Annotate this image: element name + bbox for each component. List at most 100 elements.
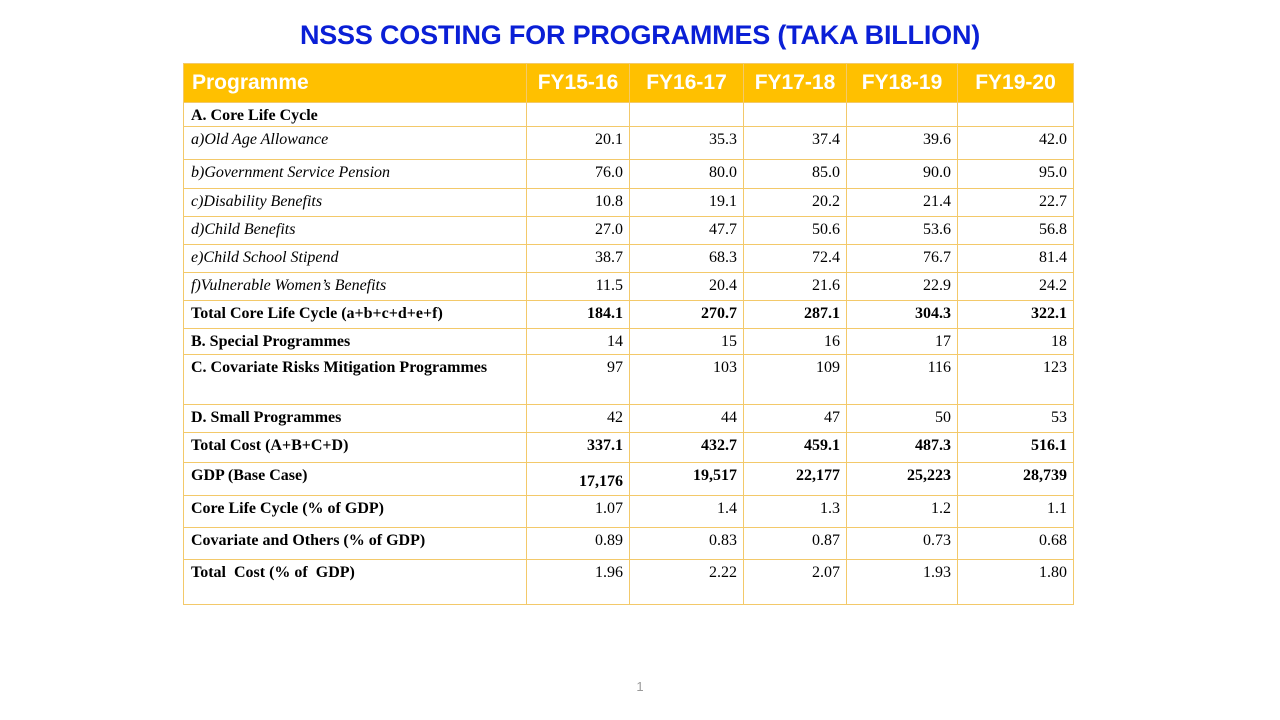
cell-value: 22.9 (846, 272, 958, 301)
cell-value: 81.4 (957, 244, 1074, 273)
row-label: Core Life Cycle (% of GDP) (183, 495, 527, 528)
cell-value: 14 (526, 328, 630, 355)
cell-value: 97 (526, 354, 630, 405)
cell-value: 28,739 (957, 462, 1074, 496)
table-header-row: Programme FY15-16 FY16-17 FY17-18 FY18-1… (183, 63, 1074, 103)
cell-value: 1.1 (957, 495, 1074, 528)
table-row: f)Vulnerable Women’s Benefits 11.5 20.4 … (183, 272, 1074, 301)
cell-value (846, 102, 958, 127)
cell-value: 0.87 (743, 527, 847, 560)
row-label: a)Old Age Allowance (183, 126, 527, 160)
cell-value: 37.4 (743, 126, 847, 160)
cell-value: 25,223 (846, 462, 958, 496)
table-row: d)Child Benefits 27.0 47.7 50.6 53.6 56.… (183, 216, 1074, 245)
cell-value: 19,517 (629, 462, 744, 496)
cell-value: 1.2 (846, 495, 958, 528)
cell-value: 42 (526, 404, 630, 433)
row-label: Total Cost (% of GDP) (183, 559, 527, 605)
row-label: c)Disability Benefits (183, 188, 527, 217)
cell-value: 42.0 (957, 126, 1074, 160)
cell-value: 337.1 (526, 432, 630, 463)
cell-value: 1.4 (629, 495, 744, 528)
cell-value: 80.0 (629, 159, 744, 189)
table-row: D. Small Programmes 42 44 47 50 53 (183, 404, 1074, 433)
cell-value: 0.89 (526, 527, 630, 560)
row-label: Covariate and Others (% of GDP) (183, 527, 527, 560)
row-label: D. Small Programmes (183, 404, 527, 433)
row-label: B. Special Programmes (183, 328, 527, 355)
row-label: GDP (Base Case) (183, 462, 527, 496)
table-row: C. Covariate Risks Mitigation Programmes… (183, 354, 1074, 405)
cell-value: 53 (957, 404, 1074, 433)
cell-value: 20.4 (629, 272, 744, 301)
table-row: e)Child School Stipend 38.7 68.3 72.4 76… (183, 244, 1074, 273)
cell-value (743, 102, 847, 127)
cell-value: 2.22 (629, 559, 744, 605)
cell-value: 116 (846, 354, 958, 405)
costing-table: Programme FY15-16 FY16-17 FY17-18 FY18-1… (183, 63, 1074, 605)
cell-value (629, 102, 744, 127)
cell-value: 18 (957, 328, 1074, 355)
cell-value: 35.3 (629, 126, 744, 160)
table-row: GDP (Base Case) 17,176 19,517 22,177 25,… (183, 462, 1074, 496)
cell-value: 50 (846, 404, 958, 433)
table-row: B. Special Programmes 14 15 16 17 18 (183, 328, 1074, 355)
table-row: Core Life Cycle (% of GDP) 1.07 1.4 1.3 … (183, 495, 1074, 528)
table-row: A. Core Life Cycle (183, 102, 1074, 127)
row-label: d)Child Benefits (183, 216, 527, 245)
row-label: Total Cost (A+B+C+D) (183, 432, 527, 463)
cell-value: 15 (629, 328, 744, 355)
cell-value: 68.3 (629, 244, 744, 273)
cell-value: 47 (743, 404, 847, 433)
row-label: b)Government Service Pension (183, 159, 527, 189)
cell-value: 21.4 (846, 188, 958, 217)
cell-value: 24.2 (957, 272, 1074, 301)
cell-value: 20.1 (526, 126, 630, 160)
cell-value (526, 102, 630, 127)
table-row: b)Government Service Pension 76.0 80.0 8… (183, 159, 1074, 189)
cell-value: 432.7 (629, 432, 744, 463)
header-fy17-18: FY17-18 (743, 63, 847, 103)
cell-value: 516.1 (957, 432, 1074, 463)
header-programme: Programme (183, 63, 527, 103)
slide-title: NSSS COSTING FOR PROGRAMMES (TAKA BILLIO… (299, 20, 981, 50)
cell-value: 17,176 (526, 462, 630, 496)
cell-value: 304.3 (846, 300, 958, 329)
cell-value: 47.7 (629, 216, 744, 245)
cell-value: 27.0 (526, 216, 630, 245)
cell-value: 459.1 (743, 432, 847, 463)
cell-value: 20.2 (743, 188, 847, 217)
header-fy19-20: FY19-20 (957, 63, 1074, 103)
cell-value: 19.1 (629, 188, 744, 217)
cell-value: 95.0 (957, 159, 1074, 189)
cell-value: 1.80 (957, 559, 1074, 605)
row-label: f)Vulnerable Women’s Benefits (183, 272, 527, 301)
table-row: c)Disability Benefits 10.8 19.1 20.2 21.… (183, 188, 1074, 217)
cell-value: 1.07 (526, 495, 630, 528)
row-label: Total Core Life Cycle (a+b+c+d+e+f) (183, 300, 527, 329)
cell-value: 17 (846, 328, 958, 355)
cell-value: 56.8 (957, 216, 1074, 245)
cell-value: 50.6 (743, 216, 847, 245)
cell-value: 16 (743, 328, 847, 355)
cell-value: 0.73 (846, 527, 958, 560)
cell-value: 184.1 (526, 300, 630, 329)
row-label: e)Child School Stipend (183, 244, 527, 273)
cell-value (957, 102, 1074, 127)
cell-value: 123 (957, 354, 1074, 405)
cell-value: 21.6 (743, 272, 847, 301)
table-row: Total Cost (% of GDP) 1.96 2.22 2.07 1.9… (183, 559, 1074, 605)
cell-value: 39.6 (846, 126, 958, 160)
cell-value: 11.5 (526, 272, 630, 301)
cell-value: 0.68 (957, 527, 1074, 560)
table-row: Total Cost (A+B+C+D) 337.1 432.7 459.1 4… (183, 432, 1074, 463)
cell-value: 0.83 (629, 527, 744, 560)
cell-value: 38.7 (526, 244, 630, 273)
cell-value: 1.3 (743, 495, 847, 528)
cell-value: 103 (629, 354, 744, 405)
cell-value: 76.0 (526, 159, 630, 189)
cell-value: 487.3 (846, 432, 958, 463)
cell-value: 270.7 (629, 300, 744, 329)
header-fy15-16: FY15-16 (526, 63, 630, 103)
cell-value: 90.0 (846, 159, 958, 189)
